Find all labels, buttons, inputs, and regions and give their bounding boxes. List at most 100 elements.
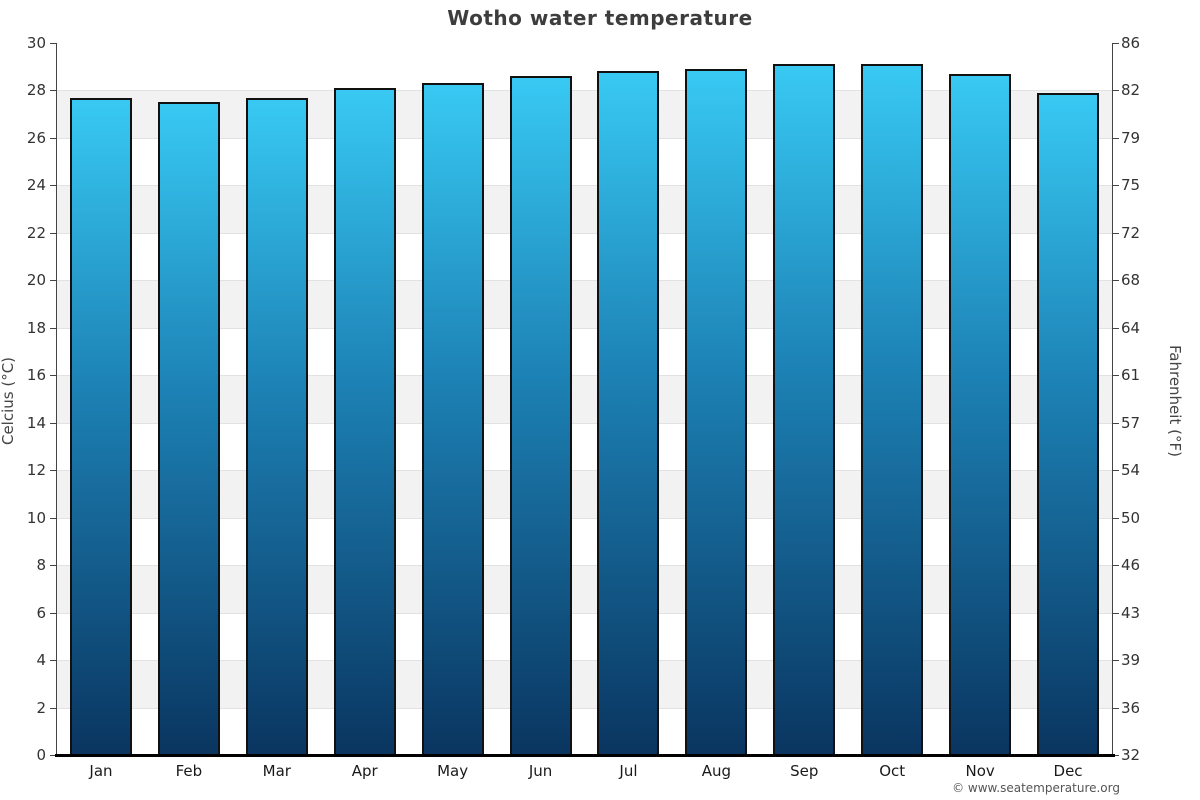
gridline	[57, 565, 1112, 567]
grid-band	[57, 565, 1112, 613]
bar-apr	[333, 88, 396, 755]
grid-band	[57, 660, 1112, 708]
bar-oct	[861, 64, 924, 755]
bottom-axis-line	[55, 754, 1115, 757]
grid-band	[57, 90, 1112, 138]
gridline	[57, 517, 1112, 519]
gridline	[57, 185, 1112, 187]
x-tick-label-nov: Nov	[965, 762, 995, 780]
x-tick-label-aug: Aug	[701, 762, 732, 780]
grid-band	[57, 327, 1112, 376]
y-tick-label-fahrenheit: 57	[1121, 413, 1141, 432]
tick-mark	[50, 612, 56, 614]
bar-nov	[949, 73, 1012, 755]
tick-mark	[1113, 422, 1119, 424]
tick-mark	[50, 470, 56, 472]
y-tick-label-celsius: 26	[26, 128, 46, 147]
y-tick-label-fahrenheit: 39	[1121, 651, 1141, 670]
copyright-text: © www.seatemperature.org	[952, 781, 1120, 795]
grid-band	[57, 137, 1112, 186]
y-tick-label-fahrenheit: 46	[1121, 556, 1141, 575]
bar-sep	[773, 64, 836, 755]
grid-band	[57, 517, 1112, 566]
tick-mark	[1113, 185, 1119, 187]
y-tick-label-fahrenheit: 64	[1121, 318, 1141, 337]
tick-mark	[1113, 280, 1119, 282]
y-tick-label-fahrenheit: 72	[1121, 223, 1141, 242]
y-tick-label-fahrenheit: 79	[1121, 128, 1141, 147]
tick-mark	[50, 375, 56, 377]
tick-mark	[1113, 707, 1119, 709]
y-tick-label-celsius: 30	[26, 34, 46, 52]
gridline	[57, 422, 1112, 424]
x-tick-label-may: May	[437, 762, 469, 780]
y-tick-label-fahrenheit: 75	[1121, 176, 1141, 195]
y-tick-label-fahrenheit: 50	[1121, 508, 1141, 527]
y-tick-label-celsius: 0	[36, 746, 46, 764]
tick-mark	[1113, 375, 1119, 377]
tick-mark	[50, 517, 56, 519]
y-tick-label-celsius: 4	[36, 651, 46, 670]
tick-mark	[50, 137, 56, 139]
gridline	[57, 612, 1112, 614]
y-tick-label-celsius: 22	[26, 223, 46, 242]
tick-mark	[50, 707, 56, 709]
y-tick-label-celsius: 2	[36, 698, 46, 717]
tick-mark	[1113, 137, 1119, 139]
bar-aug	[685, 69, 748, 755]
tick-mark	[50, 755, 56, 756]
tick-mark	[1113, 612, 1119, 614]
grid-band	[57, 707, 1112, 755]
x-tick-label-jun: Jun	[528, 762, 553, 780]
y-tick-label-celsius: 12	[26, 461, 46, 480]
tick-mark	[1113, 327, 1119, 329]
tick-mark	[1113, 660, 1119, 662]
y-tick-label-celsius: 10	[26, 508, 46, 527]
tick-mark	[50, 90, 56, 92]
tick-mark	[50, 280, 56, 282]
bar-may	[421, 83, 484, 755]
tick-mark	[50, 185, 56, 187]
y-tick-label-celsius: 24	[26, 176, 46, 195]
bar-jul	[597, 71, 660, 755]
y-tick-label-celsius: 18	[26, 318, 46, 337]
gridline	[57, 280, 1112, 282]
tick-mark	[1113, 43, 1119, 44]
gridline	[57, 660, 1112, 662]
grid-band	[57, 470, 1112, 518]
y-tick-label-fahrenheit: 68	[1121, 271, 1141, 290]
grid-band	[57, 185, 1112, 233]
bar-jan	[69, 97, 132, 755]
grid-band	[57, 43, 1112, 91]
y-axis-label-fahrenheit: Fahrenheit (°F)	[1166, 345, 1184, 457]
x-tick-label-feb: Feb	[175, 762, 203, 780]
gridline	[57, 90, 1112, 92]
bar-mar	[245, 97, 308, 755]
gridline	[57, 707, 1112, 709]
bar-dec	[1037, 92, 1100, 755]
gridline	[57, 327, 1112, 329]
tick-mark	[1113, 232, 1119, 234]
left-axis-line	[56, 43, 57, 756]
tick-mark	[50, 232, 56, 234]
bar-feb	[157, 102, 220, 755]
tick-mark	[1113, 90, 1119, 92]
tick-mark	[1113, 470, 1119, 472]
chart-title: Wotho water temperature	[447, 6, 753, 30]
grid-band	[57, 612, 1112, 661]
right-axis-line	[1112, 43, 1113, 756]
bar-jun	[509, 76, 572, 755]
y-tick-label-celsius: 14	[26, 413, 46, 432]
y-tick-label-fahrenheit: 86	[1121, 34, 1141, 52]
tick-mark	[1113, 517, 1119, 519]
y-tick-label-celsius: 16	[26, 366, 46, 385]
y-axis-label-celsius: Celcius (°C)	[0, 356, 17, 446]
y-tick-label-celsius: 8	[36, 556, 46, 575]
y-tick-label-celsius: 6	[36, 603, 46, 622]
grid-band	[57, 375, 1112, 423]
x-tick-label-dec: Dec	[1053, 762, 1083, 780]
tick-mark	[50, 660, 56, 662]
x-tick-label-jul: Jul	[619, 762, 638, 780]
tick-mark	[50, 565, 56, 567]
